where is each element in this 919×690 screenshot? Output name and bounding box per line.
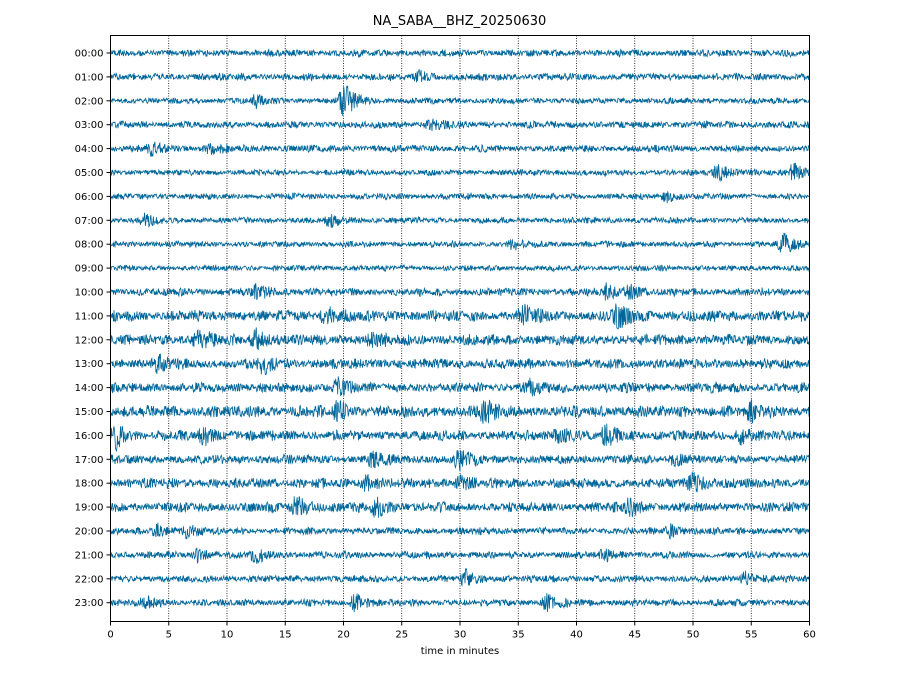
trace-row-0300: [110, 118, 810, 132]
trace-row-1500: [110, 399, 810, 424]
x-tick-label: 45: [628, 630, 641, 641]
row-label: 17:00: [75, 455, 104, 466]
row-label: 05:00: [75, 168, 104, 179]
x-tick-label: 10: [221, 630, 234, 641]
trace-row-1600: [110, 423, 810, 453]
row-label: 20:00: [75, 527, 104, 538]
trace-row-1300: [110, 353, 810, 376]
row-label: 08:00: [75, 240, 104, 251]
x-tick-label: 35: [512, 630, 525, 641]
row-label: 06:00: [75, 192, 104, 203]
trace-row-0700: [110, 212, 810, 229]
x-tick-label: 5: [166, 630, 172, 641]
trace-row-1700: [110, 450, 810, 472]
row-label: 11:00: [75, 311, 104, 322]
row-label: 19:00: [75, 503, 104, 514]
x-tick-label: 50: [687, 630, 700, 641]
row-label: 09:00: [75, 264, 104, 275]
x-tick-label: 30: [454, 630, 467, 641]
row-label: 02:00: [75, 96, 104, 107]
trace-row-2000: [110, 522, 810, 540]
trace-row-0800: [110, 232, 810, 253]
x-tick-label: 55: [745, 630, 758, 641]
trace-row-1800: [110, 471, 810, 493]
x-axis: 0 5 10 15 20 25 30 35 40 45 50 55 60: [107, 621, 816, 641]
trace-row-2200: [110, 568, 810, 587]
chart-title: NA_SABA__BHZ_20250630: [373, 14, 547, 29]
row-labels: 00:00 01:00 02:00 03:00 04:00 05:00 06:00 07:00…: [75, 49, 111, 609]
row-label: 04:00: [75, 144, 104, 155]
x-tick-label: 40: [570, 630, 583, 641]
row-label: 03:00: [75, 120, 104, 131]
trace-row-0900: [110, 263, 810, 273]
row-label: 13:00: [75, 359, 104, 370]
x-axis-label: time in minutes: [421, 646, 500, 657]
row-label: 14:00: [75, 383, 104, 394]
row-label: 23:00: [75, 598, 104, 609]
trace-row-0400: [110, 141, 810, 157]
trace-row-0100: [110, 68, 810, 83]
trace-row-0200: [110, 85, 810, 116]
trace-row-0000: [110, 48, 810, 59]
trace-row-0600: [110, 191, 810, 204]
x-tick-label: 0: [107, 630, 113, 641]
x-tick-label: 60: [803, 630, 816, 641]
x-grid: [168, 35, 752, 622]
row-label: 10:00: [75, 288, 104, 299]
row-label: 12:00: [75, 335, 104, 346]
trace-row-1000: [110, 282, 810, 301]
x-tick-label: 20: [337, 630, 350, 641]
row-label: 15:00: [75, 407, 104, 418]
row-label: 22:00: [75, 574, 104, 585]
trace-rows: [110, 48, 810, 613]
trace-row-1900: [110, 496, 810, 518]
row-label: 07:00: [75, 216, 104, 227]
trace-row-2100: [110, 547, 810, 564]
trace-row-1100: [110, 303, 810, 330]
trace-row-2300: [110, 593, 810, 613]
row-label: 16:00: [75, 431, 104, 442]
row-label: 21:00: [75, 550, 104, 561]
row-label: 01:00: [75, 72, 104, 83]
x-tick-label: 15: [279, 630, 292, 641]
trace-row-0500: [110, 162, 810, 183]
trace-row-1400: [110, 376, 810, 397]
trace-row-1200: [110, 327, 810, 350]
row-label: 18:00: [75, 479, 104, 490]
row-label: 00:00: [75, 49, 104, 60]
x-tick-label: 25: [395, 630, 408, 641]
